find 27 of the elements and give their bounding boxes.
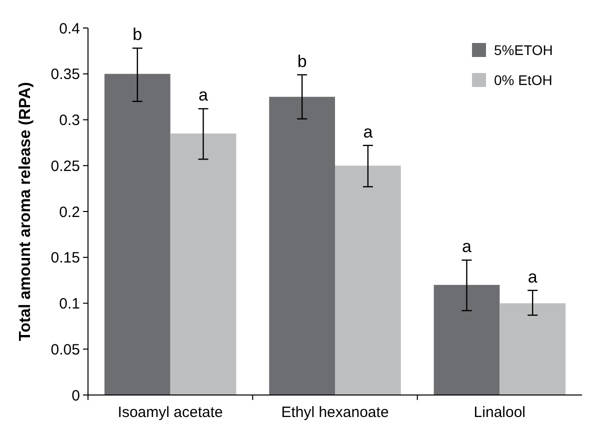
x-tick-label: Ethyl hexanoate — [281, 404, 389, 421]
bar — [269, 96, 335, 395]
x-tick-label: Linalool — [474, 404, 526, 421]
y-tick-label: 0.3 — [59, 112, 80, 129]
y-tick-label: 0.4 — [59, 20, 80, 38]
y-tick-label: 0.25 — [50, 158, 80, 175]
legend-label: 0% EtOH — [494, 72, 552, 88]
y-tick-label: 0.2 — [59, 204, 80, 221]
y-tick-label: 0.05 — [50, 341, 80, 358]
annotation: a — [363, 122, 374, 142]
bar — [500, 303, 566, 395]
bar — [170, 134, 236, 395]
y-tick-label: 0.15 — [50, 250, 80, 267]
annotation: a — [528, 267, 538, 286]
y-tick-label: 0 — [72, 387, 80, 404]
y-tick-label: 0.35 — [50, 66, 80, 84]
x-tick-label: Isoamyl acetate — [118, 404, 223, 421]
bar — [104, 74, 170, 395]
legend-label: 5%ETOH — [494, 42, 553, 58]
y-axis-title: Total amount aroma release (RPA) — [17, 82, 34, 342]
bar — [335, 166, 401, 395]
annotation: b — [132, 25, 142, 44]
annotation: a — [198, 86, 209, 105]
y-tick-label: 0.1 — [59, 296, 80, 312]
bar — [434, 284, 500, 395]
annotation: a — [462, 237, 472, 256]
annotation: b — [297, 52, 307, 71]
